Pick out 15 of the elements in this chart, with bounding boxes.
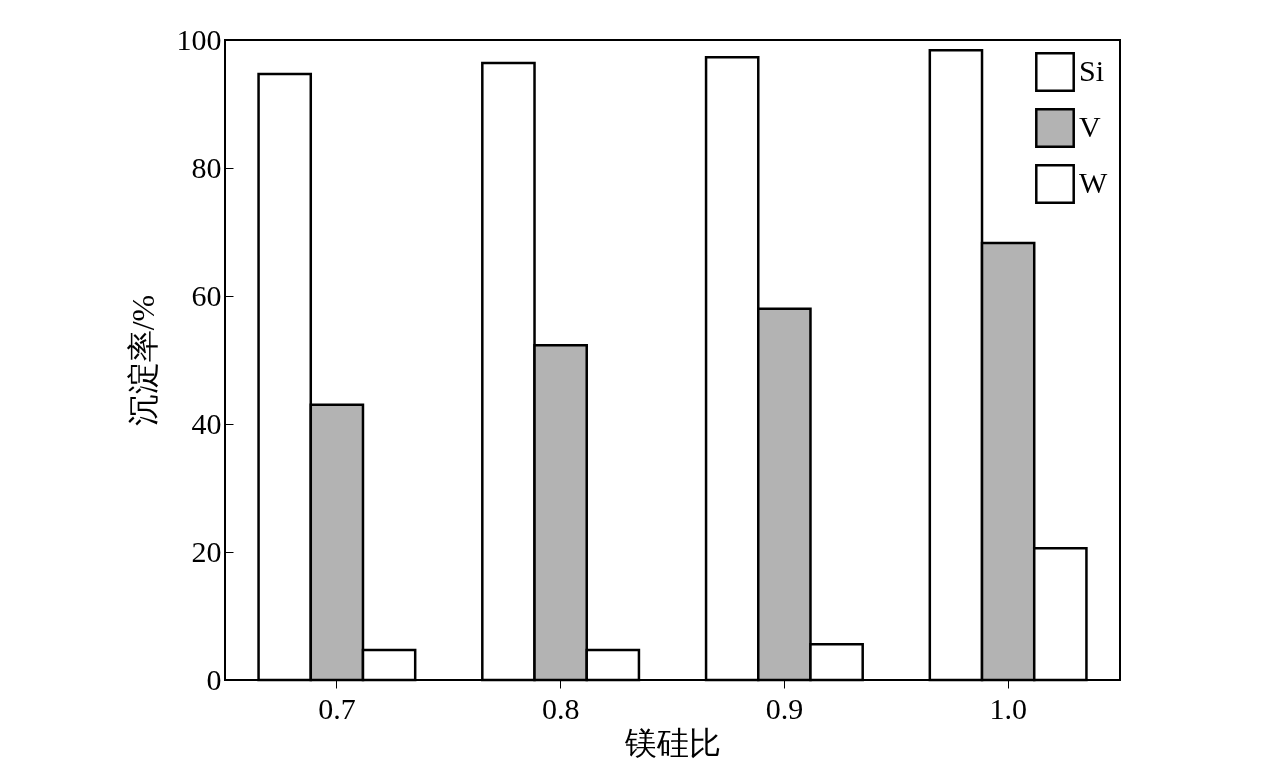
legend-label: Si — [1079, 54, 1105, 87]
x-tick-label: 0.9 — [765, 691, 804, 725]
x-tick-label: 1.0 — [989, 691, 1027, 725]
legend-label: W — [1079, 166, 1108, 199]
y-tick-label: 0 — [206, 662, 222, 696]
x-tick-label: 0.8 — [541, 691, 580, 725]
x-axis-title: 镁硅比 — [624, 724, 721, 761]
legend-label: V — [1079, 110, 1101, 143]
y-tick-label: 40 — [191, 406, 222, 440]
y-axis-title: 沉淀率/% — [124, 294, 161, 427]
x-tick-label: 0.7 — [318, 691, 356, 725]
y-tick-label: 100 — [176, 22, 222, 56]
y-tick-label: 20 — [191, 534, 222, 568]
y-tick-label: 60 — [191, 278, 222, 312]
y-tick-label: 80 — [191, 150, 222, 184]
